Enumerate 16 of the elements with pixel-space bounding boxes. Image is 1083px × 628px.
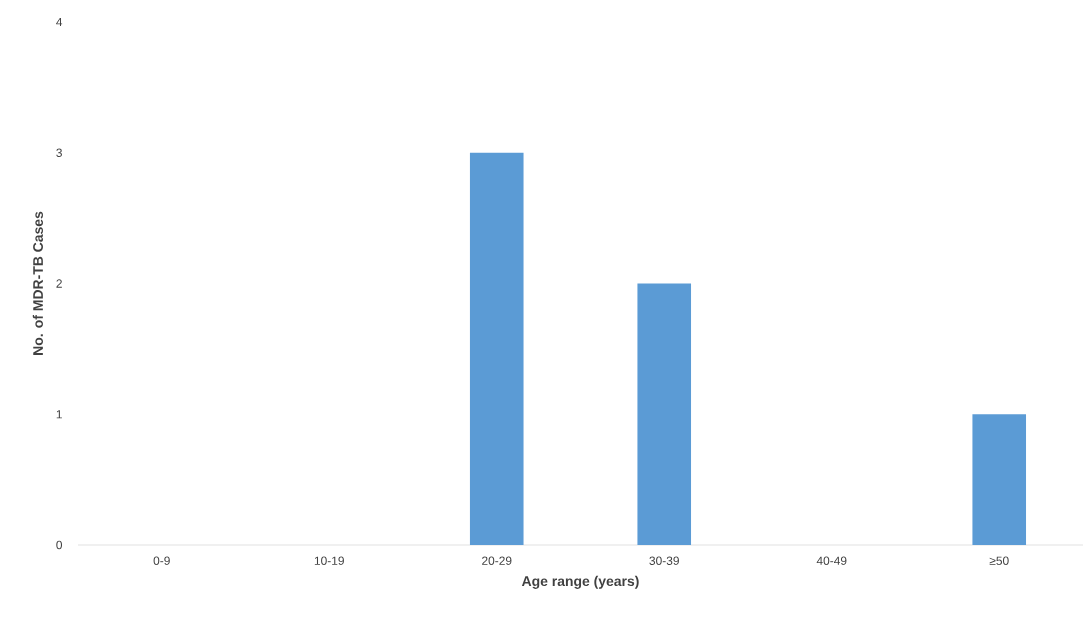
y-tick-label: 0 bbox=[56, 540, 63, 550]
bar bbox=[469, 152, 524, 545]
y-tick-label: 4 bbox=[56, 17, 63, 27]
x-axis-title: Age range (years) bbox=[521, 575, 639, 589]
y-tick-label: 3 bbox=[56, 148, 62, 157]
y-tick-label: 2 bbox=[56, 279, 62, 288]
x-tick-label: 0-9 bbox=[153, 556, 170, 565]
bar bbox=[637, 283, 692, 545]
x-tick-label: 40-49 bbox=[816, 556, 847, 565]
y-tick-label: 1 bbox=[56, 410, 62, 419]
y-axis-title: No. of MDR-TB Cases bbox=[32, 211, 43, 355]
x-tick-label: 30-39 bbox=[649, 556, 679, 565]
bar bbox=[972, 414, 1027, 545]
x-tick-label: 10-19 bbox=[314, 556, 344, 565]
x-tick-label: ≥50 bbox=[989, 556, 1009, 565]
x-tick-label: 20-29 bbox=[482, 556, 512, 565]
